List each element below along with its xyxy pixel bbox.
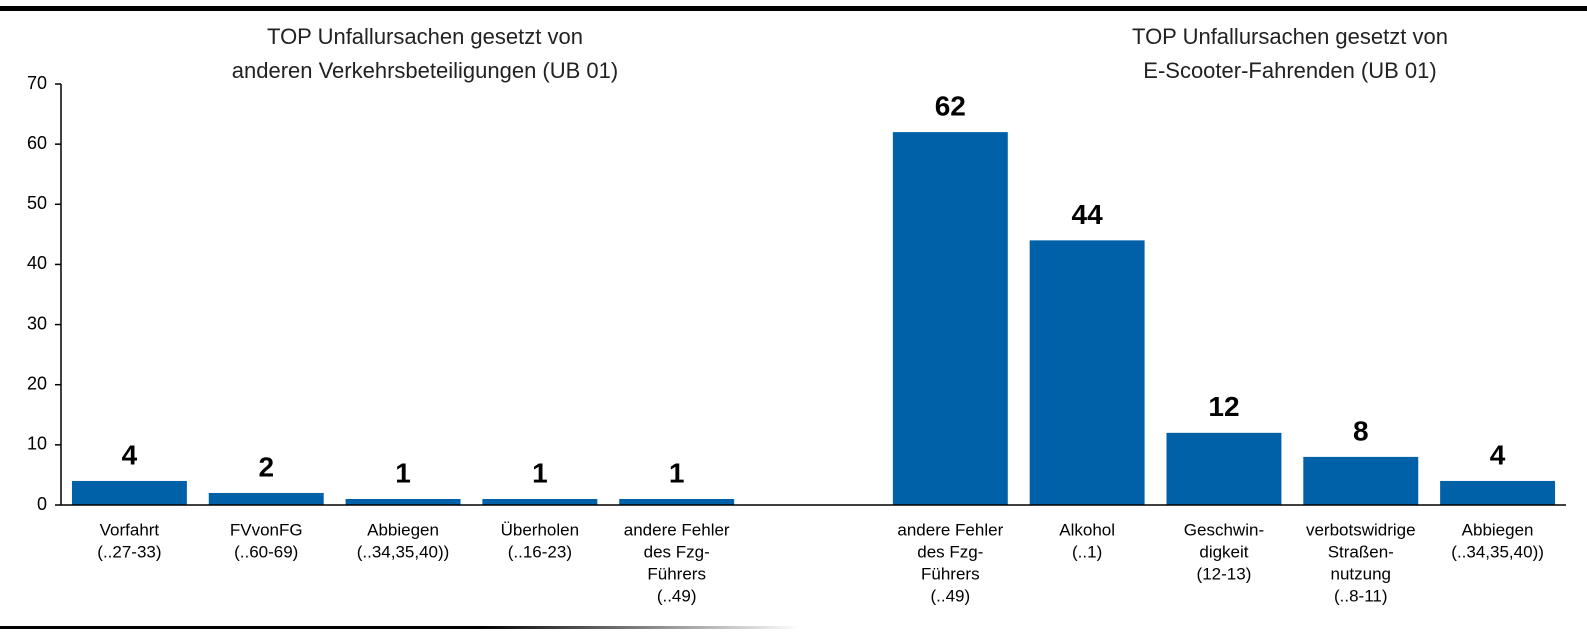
x-tick-label: Führers <box>921 564 980 583</box>
value-label: 1 <box>395 457 411 488</box>
x-tick-label: andere Fehler <box>897 520 1003 539</box>
top-rule <box>0 6 1587 11</box>
bar <box>1303 456 1419 505</box>
value-label: 1 <box>669 457 685 488</box>
x-tick-label: Geschwin- <box>1184 520 1264 539</box>
y-tick-label: 40 <box>27 253 47 273</box>
x-tick-label: (..60-69) <box>234 542 298 561</box>
x-tick-label: FVvonFG <box>230 520 303 539</box>
x-tick-label: (..34,35,40)) <box>357 542 450 561</box>
x-tick-label: Überholen <box>501 520 579 539</box>
x-tick-label: (..49) <box>930 586 970 605</box>
bottom-rule <box>0 626 800 629</box>
x-tick-label: digkeit <box>1199 542 1248 561</box>
value-label: 4 <box>1490 439 1506 470</box>
y-tick-label: 70 <box>27 73 47 93</box>
bar <box>1029 240 1145 505</box>
y-tick-label: 20 <box>27 373 47 393</box>
y-tick-label: 60 <box>27 133 47 153</box>
bar <box>619 498 735 505</box>
x-tick-label: (..27-33) <box>97 542 161 561</box>
x-tick-label: nutzung <box>1331 564 1392 583</box>
x-tick-label: (12-13) <box>1197 564 1252 583</box>
group-title: TOP Unfallursachen gesetzt von <box>267 24 583 49</box>
y-tick-label: 10 <box>27 434 47 454</box>
value-label: 44 <box>1072 199 1104 230</box>
x-tick-label: Abbiegen <box>1462 520 1534 539</box>
value-label: 1 <box>532 457 548 488</box>
group-title: anderen Verkehrsbeteiligungen (UB 01) <box>232 58 618 83</box>
group-title: E-Scooter-Fahrenden (UB 01) <box>1143 58 1436 83</box>
x-tick-label: des Fzg- <box>644 542 710 561</box>
x-tick-label: (..49) <box>657 586 697 605</box>
x-tick-label: andere Fehler <box>624 520 730 539</box>
bar <box>71 480 187 505</box>
x-tick-label: Alkohol <box>1059 520 1115 539</box>
value-label: 4 <box>122 439 138 470</box>
value-label: 12 <box>1208 391 1239 422</box>
x-tick-label: (..1) <box>1072 542 1102 561</box>
bar <box>208 492 324 505</box>
x-tick-label: verbotswidrige <box>1306 520 1416 539</box>
bar <box>892 132 1008 505</box>
x-tick-label: des Fzg- <box>917 542 983 561</box>
value-label: 8 <box>1353 415 1369 446</box>
bar <box>345 498 461 505</box>
x-tick-label: (..8-11) <box>1334 586 1388 605</box>
bar <box>1440 480 1556 505</box>
x-tick-label: Straßen- <box>1328 542 1394 561</box>
x-tick-label: Führers <box>647 564 706 583</box>
group-title: TOP Unfallursachen gesetzt von <box>1132 24 1448 49</box>
x-tick-label: (..16-23) <box>508 542 572 561</box>
value-label: 2 <box>258 451 274 482</box>
value-label: 62 <box>935 91 966 122</box>
x-tick-label: Vorfahrt <box>100 520 160 539</box>
x-tick-label: Abbiegen <box>367 520 439 539</box>
x-tick-label: (..34,35,40)) <box>1451 542 1544 561</box>
bar <box>482 498 598 505</box>
y-tick-label: 0 <box>37 494 47 514</box>
bar <box>1166 432 1282 505</box>
y-tick-label: 30 <box>27 313 47 333</box>
y-tick-label: 50 <box>27 193 47 213</box>
